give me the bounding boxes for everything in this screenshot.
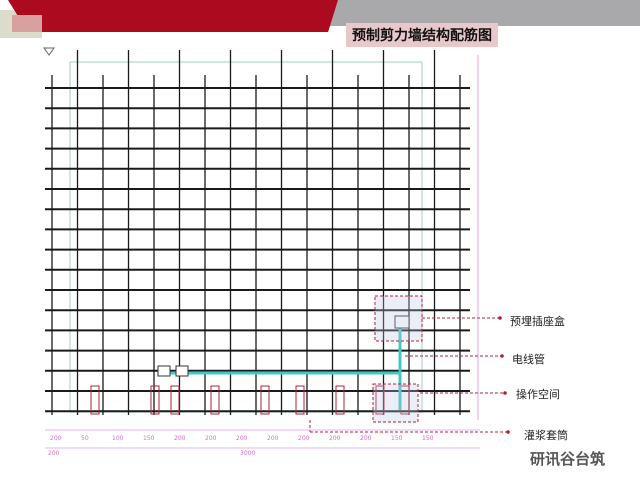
- callout-dot: [506, 430, 510, 434]
- wall-outline: [69, 61, 423, 413]
- watermark: 研讯谷台筑: [530, 450, 606, 468]
- callout-socket-box: 预埋插座盒: [510, 315, 565, 328]
- grout-sleeve: [210, 385, 220, 415]
- dimension-label: 200: [50, 435, 62, 442]
- dimension-label: 200: [329, 435, 341, 442]
- dimension-label: 200: [360, 435, 372, 442]
- dimension-total: 3000: [240, 450, 255, 457]
- grout-sleeve: [150, 385, 160, 415]
- work-space-highlight: [372, 383, 419, 423]
- dimension-label: 150: [143, 435, 155, 442]
- grout-sleeve: [260, 385, 270, 415]
- level-marker-icon: [43, 47, 55, 56]
- dimension-label: 50: [81, 435, 89, 442]
- slide-title: 预制剪力墙结构配筋图: [346, 23, 498, 47]
- grout-sleeve: [90, 385, 100, 415]
- dimension-label: 200: [205, 435, 217, 442]
- dimension-label: 200: [48, 450, 60, 457]
- dimension-label: 200: [298, 435, 310, 442]
- socket-box: [394, 315, 410, 329]
- grout-sleeve: [335, 385, 345, 415]
- callout-dot: [498, 316, 502, 320]
- header-red-band: [8, 0, 338, 32]
- dimension-label: 100: [112, 435, 124, 442]
- callout-work-space: 操作空间: [516, 388, 560, 401]
- socket-box-highlight: [374, 295, 423, 342]
- callout-dot: [500, 354, 504, 358]
- header-accent: [12, 15, 42, 32]
- grout-sleeve: [295, 385, 305, 415]
- dimension-label: 150: [391, 435, 403, 442]
- callout-conduit: 电线管: [512, 353, 545, 366]
- socket-box: [175, 365, 189, 377]
- dimension-label: 200: [236, 435, 248, 442]
- callout-dot: [503, 391, 507, 395]
- callout-grout-sleeve: 灌浆套筒: [524, 429, 568, 442]
- dimension-label: 200: [174, 435, 186, 442]
- header-gray-band: [300, 0, 640, 26]
- grout-sleeve: [170, 385, 180, 415]
- dimension-label: 200: [267, 435, 279, 442]
- grout-sleeve: [375, 385, 385, 415]
- dimension-label: 150: [422, 435, 434, 442]
- socket-box: [157, 365, 171, 377]
